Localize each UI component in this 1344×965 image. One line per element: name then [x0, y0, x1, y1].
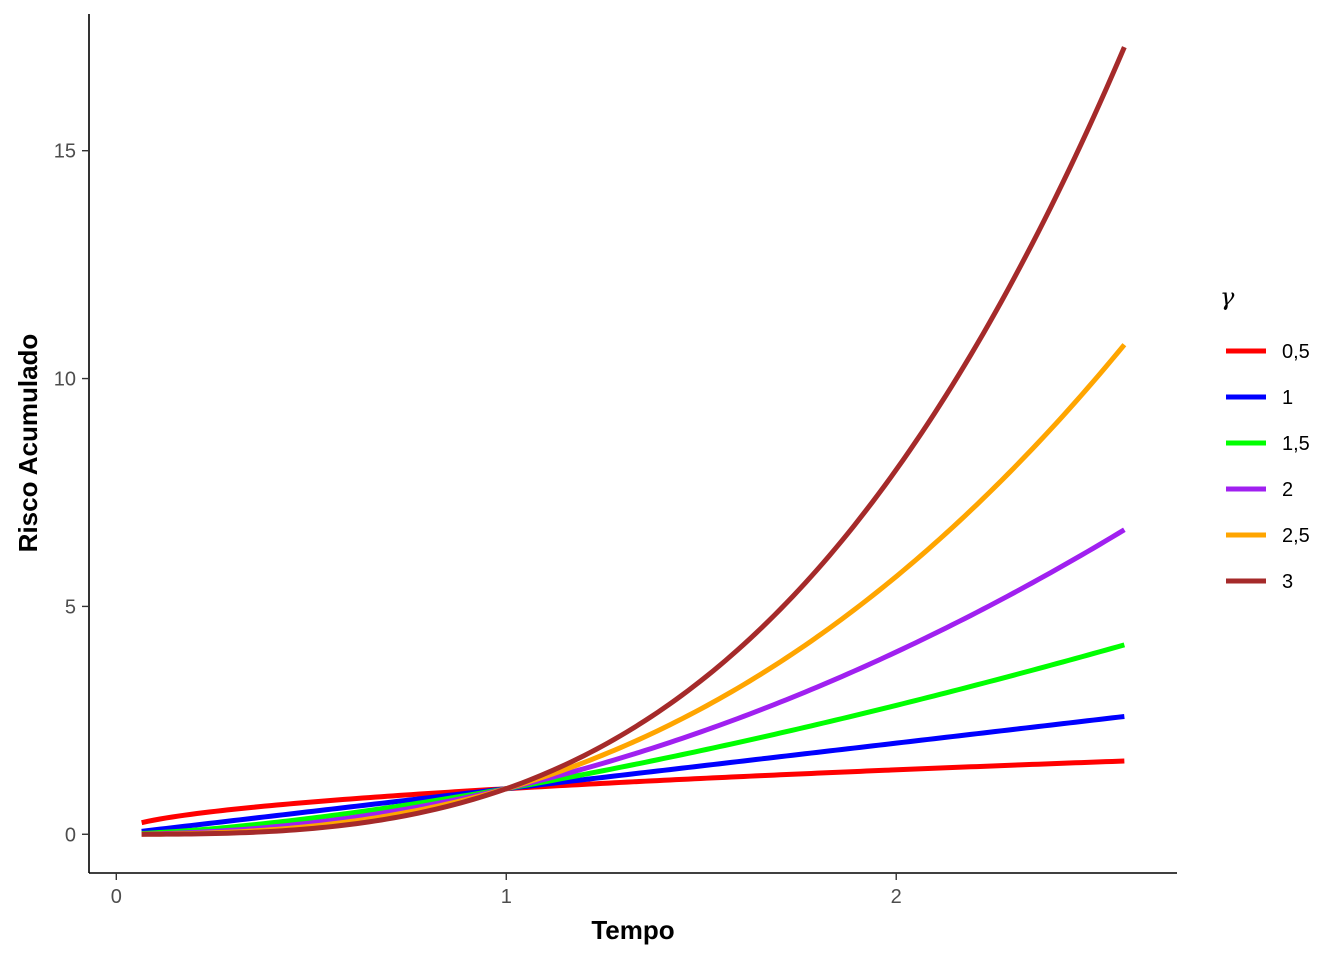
x-tick-label: 1	[501, 886, 512, 908]
series-line-gamma-3	[141, 46, 1127, 837]
y-tick-label: 0	[65, 824, 76, 846]
series-line-gamma-2	[141, 527, 1126, 837]
series-line-gamma-2-5	[141, 343, 1127, 837]
y-tick-label: 10	[54, 369, 76, 391]
x-axis-title: Tempo	[591, 915, 674, 945]
series-line-gamma-0-5	[141, 758, 1125, 826]
y-axis-title: Risco Acumulado	[13, 334, 43, 553]
legend-title: γ	[1220, 283, 1235, 311]
legend: γ 0,5 1 1,5 2 2,5 3	[1220, 283, 1310, 593]
y-tick-label: 5	[65, 596, 76, 618]
legend-label: 0,5	[1282, 341, 1310, 363]
series-line-gamma-1	[141, 713, 1125, 834]
x-tick-label: 2	[891, 886, 902, 908]
axis-ticks: 0 1 2 0 5 10 15	[54, 141, 902, 908]
legend-label: 1	[1282, 387, 1293, 409]
series-lines	[141, 46, 1127, 837]
y-tick-label: 15	[54, 141, 76, 163]
x-tick-label: 0	[111, 886, 122, 908]
series-line-gamma-1-5	[141, 642, 1126, 837]
legend-label: 1,5	[1282, 433, 1310, 455]
legend-label: 2	[1282, 479, 1293, 501]
legend-label: 3	[1282, 571, 1293, 593]
legend-label: 2,5	[1282, 525, 1310, 547]
legend-items: 0,5 1 1,5 2 2,5 3	[1226, 341, 1310, 593]
axes	[88, 14, 1177, 874]
